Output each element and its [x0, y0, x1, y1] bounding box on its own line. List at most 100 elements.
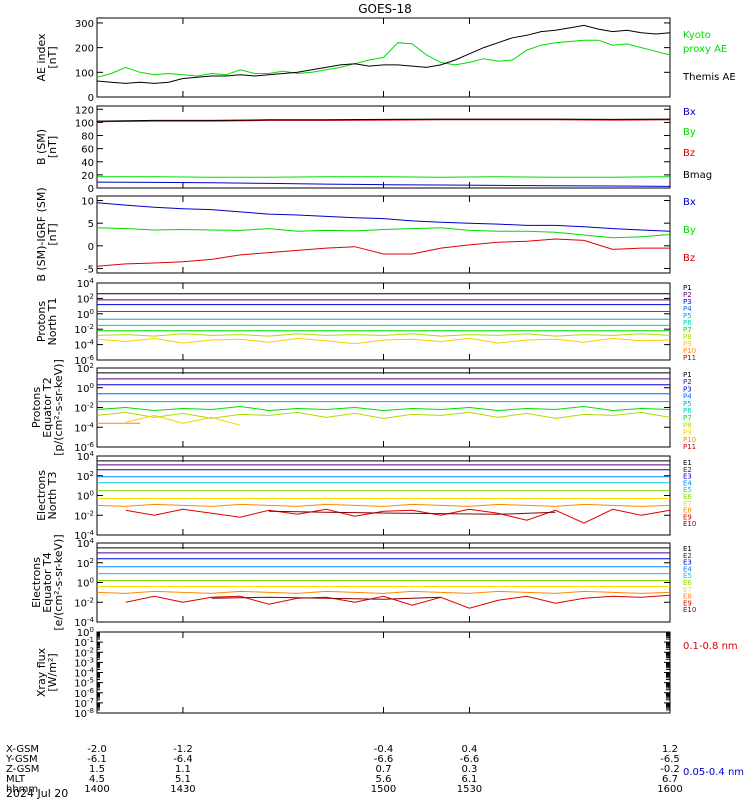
y-tick-label: 100: [75, 68, 94, 79]
x-row-value: 1.5: [89, 764, 105, 775]
y-tick-label: 10-1: [74, 636, 94, 649]
x-row-y-gsm: Y-GSM -6.1 -6.4 -6.6 -6.6 -6.5: [5, 754, 680, 765]
x-row-value: 0.4: [461, 744, 477, 755]
y-tick-label: 100: [77, 382, 94, 395]
series-label: proxy AE: [683, 44, 727, 55]
y-tick-label: 10-7: [74, 697, 94, 710]
series-label: P10: [683, 347, 696, 355]
series-line-3: [96, 119, 671, 123]
y-tick-label: 104: [77, 537, 95, 550]
series-label: P5: [683, 312, 692, 320]
y-tick-label: 100: [75, 118, 94, 129]
series-label: E9: [683, 513, 692, 521]
x-row-hhmm: hhmm 1400 1430 1500 1530 1600: [6, 784, 683, 795]
series-label: E1: [683, 545, 692, 553]
x-row-value: -1.2: [173, 744, 193, 755]
x-row-value: 0.3: [461, 764, 477, 775]
series-label: 0.05-0.4 nm: [683, 767, 744, 778]
x-row-value: 5.1: [175, 774, 191, 785]
x-row-value: 0.7: [376, 764, 392, 775]
y-tick-label: 104: [77, 450, 95, 463]
x-row-value: 1500: [371, 784, 396, 795]
y-tick-label: 102: [77, 470, 94, 483]
x-row-value: 1600: [657, 784, 682, 795]
series-line-6: [96, 405, 671, 412]
series-label: E6: [683, 579, 692, 587]
series-label: P3: [683, 298, 692, 306]
series-label: Bz: [683, 148, 695, 159]
series-label: P4: [683, 305, 692, 313]
series-line-7: [96, 411, 671, 419]
series-label: 0.1-0.8 nm: [683, 641, 738, 652]
x-row-value: 1430: [170, 784, 195, 795]
date-label: 2024 Jul 20: [6, 787, 68, 800]
x-row-value: -2.0: [87, 744, 107, 755]
y-tick-label: 100: [77, 626, 94, 639]
y-tick-label: 104: [77, 277, 95, 290]
series-line-8: [96, 503, 671, 507]
y-tick-label: 0: [88, 93, 94, 104]
series-line-1: [96, 202, 671, 232]
series-label: E9: [683, 599, 692, 607]
series-label: Bz: [683, 253, 695, 264]
y-tick-label: 10-2: [74, 323, 94, 336]
x-row-x-gsm: X-GSM -2.0 -1.2 -0.4 0.4 1.2: [6, 744, 678, 755]
y-tick-label: 10-4: [74, 339, 94, 352]
series-label: P2: [683, 378, 692, 386]
series-label: Themis AE: [682, 72, 736, 83]
series-line-3: [96, 238, 670, 267]
series-label: E4: [683, 565, 692, 573]
y-tick-label: 300: [75, 19, 94, 30]
y-tick-label: 10-3: [74, 656, 94, 669]
series-label: E10: [683, 520, 696, 528]
series-label: E3: [683, 559, 692, 567]
y-axis-label: ProtonsEquator T2[p/(cm²-s-sr-keV)]: [30, 359, 65, 456]
series-label: E1: [683, 459, 692, 467]
series-line-2: [96, 24, 671, 84]
y-tick-label: 10-2: [74, 596, 94, 609]
y-axis-label: ProtonsNorth T1: [35, 298, 59, 346]
series-label: E6: [683, 493, 692, 501]
y-tick-label: 100: [77, 490, 94, 503]
panel-6: 10-4 10-2 100 102 104 ElectronsNorth T3 E1E2E3…: [35, 450, 696, 542]
x-row-value: -0.4: [374, 744, 394, 755]
panel-frame: [96, 367, 671, 448]
y-tick-label: 60: [81, 145, 94, 156]
panel-5: 10-6 10-4 10-2 100 102 ProtonsEquator T2[p/(c…: [30, 359, 696, 456]
series-line-2: [96, 227, 671, 239]
series-label: By: [683, 225, 696, 236]
x-row-value: 1530: [457, 784, 482, 795]
y-tick-label: 10-5: [74, 677, 94, 690]
series-label: Bx: [683, 107, 696, 118]
panel-1: 0 100 200 300 AE index[nT] Kyoto proxy AE Themi…: [35, 17, 736, 104]
y-tick-label: 10-4: [74, 421, 94, 434]
y-tick-label: 102: [77, 362, 94, 375]
y-tick-label: 10: [81, 197, 94, 208]
x-row-label: X-GSM: [6, 744, 39, 755]
y-tick-label: 80: [81, 132, 94, 143]
x-row-z-gsm: Z-GSM 1.5 1.1 0.7 0.3 -0.2: [6, 764, 680, 775]
y-tick-label: 10-6: [74, 441, 94, 454]
series-line-1: [96, 39, 671, 78]
series-label: E3: [683, 473, 692, 481]
x-row-value: 4.5: [89, 774, 105, 785]
x-row-mlt: MLT 4.5 5.1 5.6 6.1 6.7: [6, 774, 678, 785]
y-tick-label: 10-6: [74, 354, 94, 367]
figure-title: GOES-18: [358, 2, 412, 16]
y-tick-label: 102: [77, 292, 94, 305]
x-row-value: 1.2: [662, 744, 678, 755]
series-line-4: [96, 118, 671, 122]
panel-frame: [96, 282, 671, 361]
series-line-8: [125, 414, 241, 426]
y-tick-label: 20: [81, 171, 94, 182]
y-axis-label: AE index[nT]: [35, 33, 59, 82]
panel-frame: [96, 105, 671, 189]
y-tick-label: -5: [84, 264, 94, 275]
x-row-label: MLT: [6, 774, 26, 785]
y-tick-label: 102: [77, 557, 94, 570]
panel-7: 10-4 10-2 100 102 104 ElectronsEquator T4[e/(…: [30, 534, 696, 630]
x-row-value: -6.6: [460, 754, 480, 765]
y-tick-label: 10-8: [74, 707, 94, 720]
series-label: P11: [683, 443, 696, 451]
y-axis-label: B (SM)[nT]: [35, 129, 59, 165]
